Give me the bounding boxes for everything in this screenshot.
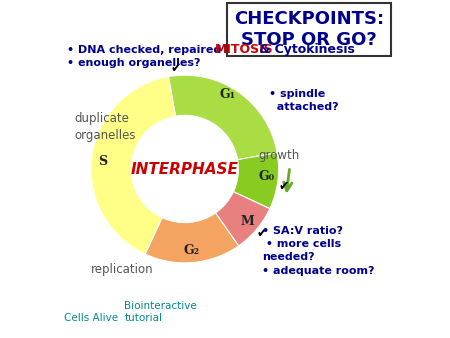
Text: INTERPHASE: INTERPHASE: [131, 162, 238, 176]
Wedge shape: [145, 213, 238, 263]
Wedge shape: [216, 192, 270, 246]
Wedge shape: [91, 77, 176, 254]
Text: ✔: ✔: [171, 62, 181, 75]
Text: Biointeractive
tutorial: Biointeractive tutorial: [125, 301, 197, 323]
Text: MITOSIS: MITOSIS: [215, 43, 274, 56]
Text: • SA:V ratio?
 • more cells
needed?
• adequate room?: • SA:V ratio? • more cells needed? • ade…: [262, 226, 374, 275]
Text: CHECKPOINTS:
STOP OR GO?: CHECKPOINTS: STOP OR GO?: [234, 10, 384, 49]
Text: G₂: G₂: [184, 244, 200, 257]
Wedge shape: [168, 75, 277, 160]
Text: replication: replication: [91, 263, 153, 276]
Text: ✔: ✔: [256, 227, 267, 240]
Text: & Cytokinesis: & Cytokinesis: [255, 43, 355, 56]
Text: G₁: G₁: [220, 89, 236, 101]
Wedge shape: [234, 153, 279, 209]
Text: duplicate
organelles: duplicate organelles: [74, 112, 135, 142]
Text: M: M: [241, 215, 255, 228]
Text: G₀: G₀: [259, 170, 274, 183]
Text: • DNA checked, repaired
• enough organelles?: • DNA checked, repaired • enough organel…: [68, 45, 222, 68]
Text: S: S: [99, 155, 108, 168]
Text: ✔: ✔: [279, 180, 289, 193]
Text: growth: growth: [258, 149, 300, 162]
Text: • spindle
  attached?: • spindle attached?: [269, 89, 338, 112]
Text: Cells Alive: Cells Alive: [64, 313, 118, 323]
